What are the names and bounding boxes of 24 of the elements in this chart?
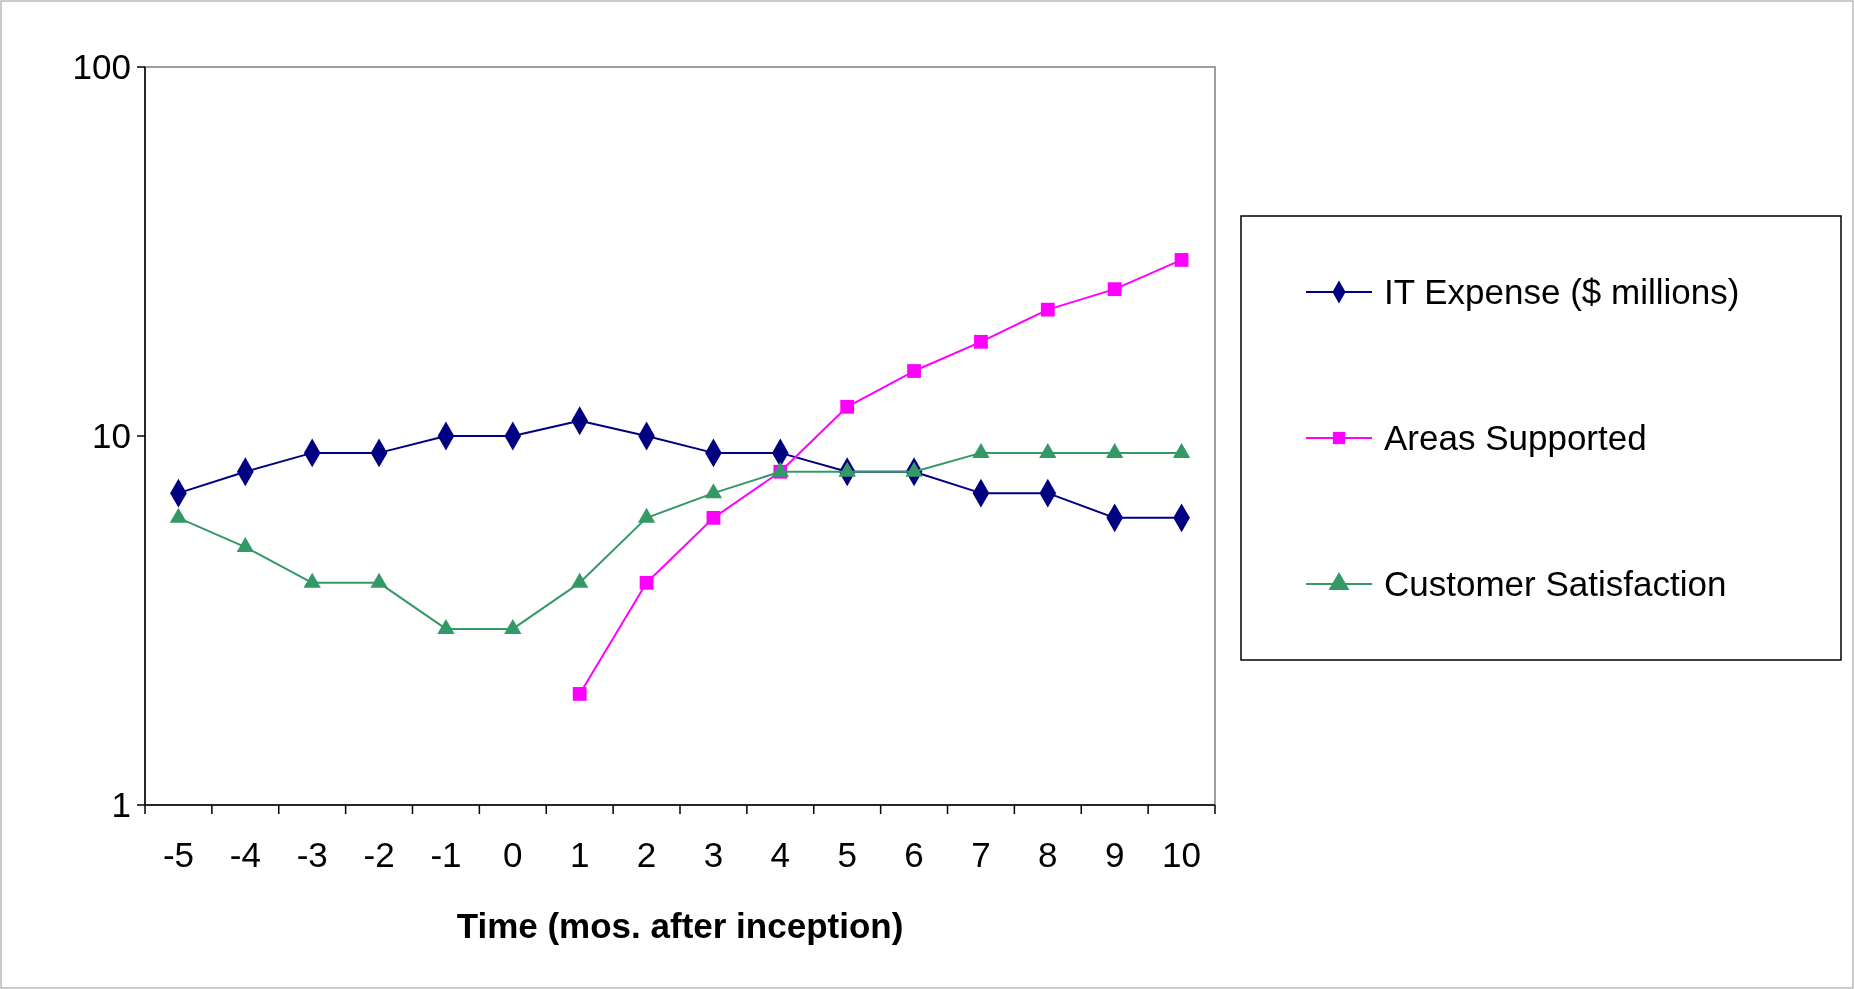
point xyxy=(169,507,188,523)
x-tick-label: 6 xyxy=(904,835,924,874)
x-tick-label: 10 xyxy=(1162,835,1202,874)
x-tick-label: -2 xyxy=(363,835,395,874)
x-axis-title: Time (mos. after inception) xyxy=(456,906,904,945)
x-tick-label: -4 xyxy=(229,835,261,874)
x-tick-label: 5 xyxy=(837,835,857,874)
x-tick-label: 1 xyxy=(569,835,590,874)
x-tick-label: -1 xyxy=(430,835,462,874)
y-tick-label: 10 xyxy=(92,416,131,456)
x-tick-label: 7 xyxy=(971,835,991,874)
x-tick-label: 3 xyxy=(703,835,724,874)
y-tick-label: 100 xyxy=(72,47,131,87)
y-tick-label: 1 xyxy=(111,785,131,825)
legend-label: Areas Supported xyxy=(1384,418,1647,458)
x-tick-label: 0 xyxy=(503,835,523,874)
legend-label: IT Expense ($ millions) xyxy=(1384,272,1740,312)
x-tick-label: -5 xyxy=(162,835,194,874)
legend-label: Customer Satisfaction xyxy=(1384,564,1727,604)
x-tick-label: 2 xyxy=(636,835,657,874)
x-tick-label: 4 xyxy=(770,835,791,874)
x-tick-label: -3 xyxy=(296,835,328,874)
x-tick-label: 8 xyxy=(1038,835,1058,874)
x-tick-label: 9 xyxy=(1104,835,1125,874)
